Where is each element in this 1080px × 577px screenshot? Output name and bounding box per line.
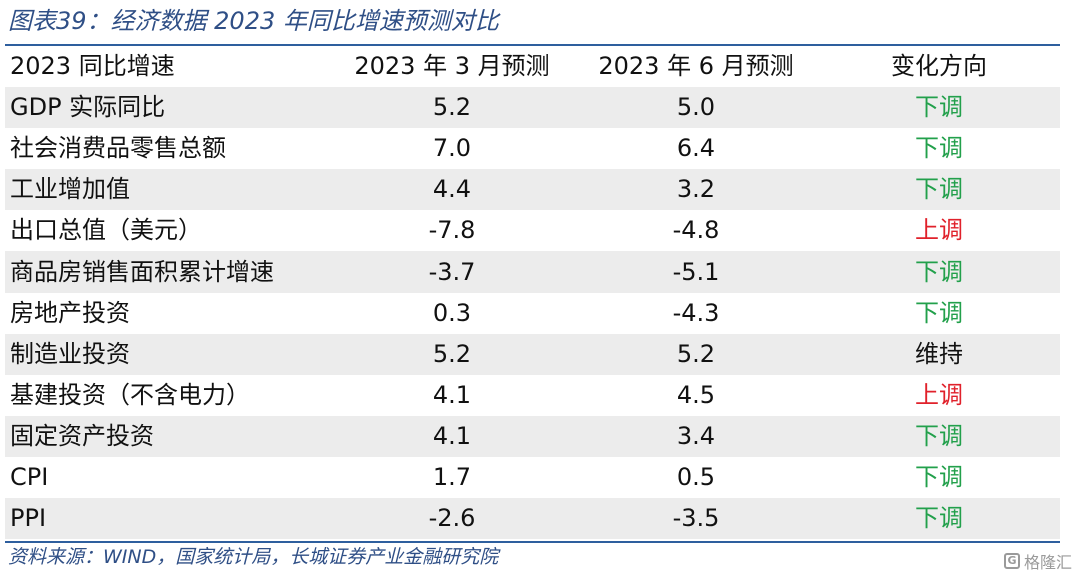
header-direction: 变化方向 xyxy=(891,52,987,81)
direction-value: 下调 xyxy=(915,93,963,122)
table-row: 社会消费品零售总额 7.0 6.4 下调 xyxy=(5,128,1060,169)
table-row: 制造业投资 5.2 5.2 维持 xyxy=(5,333,1060,375)
june-forecast-value: 6.4 xyxy=(676,134,716,163)
june-forecast-value: 5.2 xyxy=(676,339,716,368)
direction-value: 下调 xyxy=(915,504,963,533)
header-march-forecast: 2023 年 3 月预测 xyxy=(354,52,550,81)
march-forecast-value: 0.3 xyxy=(432,298,472,327)
june-forecast-value: 0.5 xyxy=(676,462,716,491)
table-row: PPI -2.6 -3.5 下调 xyxy=(5,498,1060,540)
table-row: 固定资产投资 4.1 3.4 下调 xyxy=(5,415,1060,457)
indicator-label: 出口总值（美元） xyxy=(10,216,202,245)
march-forecast-value: -7.8 xyxy=(428,216,476,245)
direction-value: 下调 xyxy=(915,298,963,327)
direction-value: 上调 xyxy=(915,216,963,245)
table-row: 出口总值（美元） -7.8 -4.8 上调 xyxy=(5,210,1060,251)
june-forecast-value: -4.8 xyxy=(672,216,720,245)
direction-value: 下调 xyxy=(915,462,963,491)
june-forecast-value: 3.4 xyxy=(676,421,716,450)
figure-title: 图表39：经济数据 2023 年同比增速预测对比 xyxy=(8,7,499,35)
indicator-label: 固定资产投资 xyxy=(10,421,154,450)
table-body: GDP 实际同比 5.2 5.0 下调 社会消费品零售总额 7.0 6.4 下调 工业增加值 4.… xyxy=(5,87,1060,540)
logo-text: 格隆汇 xyxy=(1023,553,1072,572)
indicator-label: 社会消费品零售总额 xyxy=(10,134,226,163)
table-row: 工业增加值 4.4 3.2 下调 xyxy=(5,169,1060,211)
june-forecast-value: -3.5 xyxy=(672,504,720,533)
header-indicator: 2023 同比增速 xyxy=(10,52,175,81)
march-forecast-value: 4.1 xyxy=(432,421,472,450)
indicator-label: 工业增加值 xyxy=(10,175,130,204)
table-header-row: 2023 同比增速 2023 年 3 月预测 2023 年 6 月预测 变化方向 xyxy=(5,46,1060,88)
march-forecast-value: 5.2 xyxy=(432,339,472,368)
indicator-label: 商品房销售面积累计增速 xyxy=(10,257,274,286)
june-forecast-value: -5.1 xyxy=(672,257,720,286)
indicator-label: 房地产投资 xyxy=(10,298,130,327)
june-forecast-value: 4.5 xyxy=(676,380,716,409)
march-forecast-value: -3.7 xyxy=(428,257,476,286)
june-forecast-value: -4.3 xyxy=(672,298,720,327)
direction-value: 上调 xyxy=(915,380,963,409)
table-row: 商品房销售面积累计增速 -3.7 -5.1 下调 xyxy=(5,251,1060,293)
table-bottom-rule xyxy=(5,541,1060,543)
table-row: 基建投资（不含电力） 4.1 4.5 上调 xyxy=(5,375,1060,416)
direction-value: 下调 xyxy=(915,175,963,204)
forecast-table: 2023 同比增速 2023 年 3 月预测 2023 年 6 月预测 变化方向… xyxy=(5,44,1060,540)
indicator-label: GDP 实际同比 xyxy=(10,93,166,122)
march-forecast-value: 7.0 xyxy=(432,134,472,163)
direction-value: 下调 xyxy=(915,257,963,286)
watermark-logo: G 格隆汇 xyxy=(1003,549,1072,573)
table-row: 房地产投资 0.3 -4.3 下调 xyxy=(5,293,1060,334)
june-forecast-value: 5.0 xyxy=(676,93,716,122)
march-forecast-value: 4.1 xyxy=(432,380,472,409)
direction-value: 下调 xyxy=(915,134,963,163)
march-forecast-value: 4.4 xyxy=(432,175,472,204)
indicator-label: PPI xyxy=(10,504,47,533)
header-june-forecast: 2023 年 6 月预测 xyxy=(598,52,794,81)
direction-value: 下调 xyxy=(915,421,963,450)
june-forecast-value: 3.2 xyxy=(676,175,716,204)
march-forecast-value: 5.2 xyxy=(432,93,472,122)
indicator-label: CPI xyxy=(10,462,49,491)
march-forecast-value: -2.6 xyxy=(428,504,476,533)
g-logo-icon: G xyxy=(1003,553,1020,569)
table-row: CPI 1.7 0.5 下调 xyxy=(5,457,1060,498)
table-row: GDP 实际同比 5.2 5.0 下调 xyxy=(5,87,1060,129)
source-note: 资料来源：WIND，国家统计局，长城证券产业金融研究院 xyxy=(8,546,499,568)
march-forecast-value: 1.7 xyxy=(432,462,472,491)
indicator-label: 制造业投资 xyxy=(10,339,130,368)
direction-value: 维持 xyxy=(915,339,963,368)
indicator-label: 基建投资（不含电力） xyxy=(10,380,250,409)
